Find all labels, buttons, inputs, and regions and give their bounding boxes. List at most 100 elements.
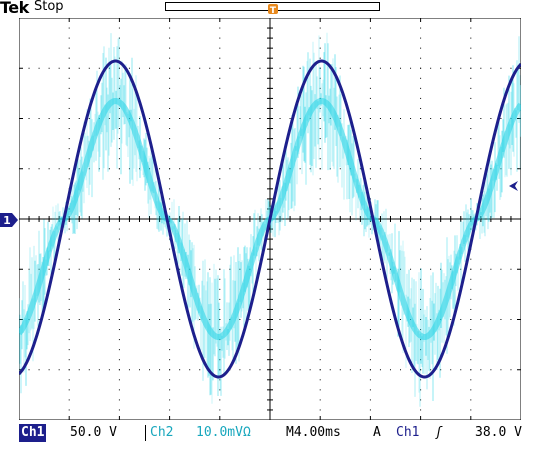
grid-dot <box>369 238 371 240</box>
grid-dot <box>470 369 472 371</box>
grid-dot <box>470 47 472 49</box>
grid-dot <box>219 389 221 391</box>
grid-dot <box>510 268 512 270</box>
grid-dot <box>490 268 492 270</box>
grid-dot <box>219 349 221 351</box>
waveform-display <box>19 18 521 420</box>
grid-dot <box>169 369 171 371</box>
grid-dot <box>339 319 341 320</box>
grid-dot <box>108 118 110 119</box>
grid-dot <box>450 319 452 320</box>
grid-dot <box>500 268 502 270</box>
grid-dot <box>319 178 321 180</box>
grid-dot <box>359 268 361 270</box>
grid-dot <box>279 369 281 371</box>
grid-dot <box>369 379 371 381</box>
grid-dot <box>68 178 70 180</box>
ch1-scale[interactable]: 50.0 V <box>70 425 117 440</box>
grid-dot <box>389 369 391 371</box>
grid-dot <box>349 67 351 69</box>
grid-dot <box>179 268 181 270</box>
ch2-label[interactable]: Ch2 <box>150 425 174 440</box>
grid-dot <box>319 138 321 140</box>
grid-dot <box>420 248 422 250</box>
grid-dot <box>108 319 110 320</box>
grid-dot <box>470 339 472 341</box>
grid-dot <box>118 97 120 99</box>
grid-dot <box>219 107 221 109</box>
grid-dot <box>369 349 371 351</box>
trigger-source[interactable]: Ch1 <box>396 425 420 440</box>
grid-dot <box>239 168 241 170</box>
grid-dot <box>430 67 432 69</box>
grid-dot <box>319 308 321 310</box>
grid-dot <box>450 168 452 170</box>
grid-dot <box>138 369 140 371</box>
ch2-scale[interactable]: 10.0mVΩ <box>196 425 251 440</box>
grid-dot <box>38 67 40 69</box>
grid-dot <box>179 168 181 170</box>
grid-dot <box>299 319 301 320</box>
grid-dot <box>169 399 171 401</box>
trigger-slope-icon[interactable]: ʃ <box>435 425 443 440</box>
ch1-ground-marker-icon[interactable]: 1 <box>0 212 20 232</box>
grid-dot <box>68 298 70 300</box>
grid-dot <box>118 37 120 39</box>
grid-dot <box>199 319 201 320</box>
grid-dot <box>309 319 311 320</box>
grid-dot <box>219 278 221 280</box>
grid-dot <box>169 57 171 59</box>
grid-dot <box>169 339 171 341</box>
grid-dot <box>420 188 422 190</box>
grid-dot <box>149 319 151 320</box>
grid-dot <box>169 319 171 320</box>
grid-dot <box>389 118 391 119</box>
grid-dot <box>450 67 452 69</box>
grid-dot <box>510 67 512 69</box>
timebase-readout[interactable]: M4.00ms <box>286 424 341 442</box>
grid-dot <box>369 47 371 49</box>
grid-dot <box>470 329 472 331</box>
grid-dot <box>128 319 130 320</box>
grid-dot <box>108 168 110 170</box>
grid-dot <box>420 107 422 109</box>
grid-dot <box>400 268 402 270</box>
grid-dot <box>138 168 140 170</box>
grid-dot <box>149 67 151 69</box>
grid-dot <box>138 118 140 119</box>
grid-dot <box>480 67 482 69</box>
grid-dot <box>219 138 221 140</box>
grid-dot <box>118 308 120 310</box>
grid-dot <box>219 198 221 200</box>
ch1-label[interactable]: Ch1 <box>19 424 47 442</box>
grid-dot <box>219 248 221 250</box>
grid-dot <box>68 248 70 250</box>
graticule <box>19 18 521 420</box>
grid-dot <box>219 298 221 300</box>
grid-dot <box>219 258 221 260</box>
grid-dot <box>169 298 171 300</box>
grid-dot <box>68 379 70 381</box>
grid-dot <box>118 128 120 130</box>
grid-dot <box>108 268 110 270</box>
grid-dot <box>199 168 201 170</box>
grid-dot <box>369 308 371 310</box>
trigger-level[interactable]: 38.0 V <box>475 425 522 440</box>
grid-dot <box>169 27 171 29</box>
grid-dot <box>149 268 151 270</box>
grid-dot <box>470 379 472 381</box>
grid-dot <box>420 178 422 180</box>
trigger-mode[interactable]: A <box>373 425 381 440</box>
trigger-level-icon[interactable] <box>509 176 519 195</box>
grid-dot <box>379 67 381 69</box>
grid-dot <box>169 178 171 180</box>
grid-dot <box>118 268 120 270</box>
grid-dot <box>319 359 321 361</box>
grid-dot <box>179 369 181 371</box>
grid-dot <box>118 87 120 89</box>
grid-dot <box>38 118 40 119</box>
grid-dot <box>369 288 371 290</box>
grid-dot <box>319 349 321 351</box>
grid-dot <box>68 107 70 109</box>
grid-dot <box>159 369 161 371</box>
